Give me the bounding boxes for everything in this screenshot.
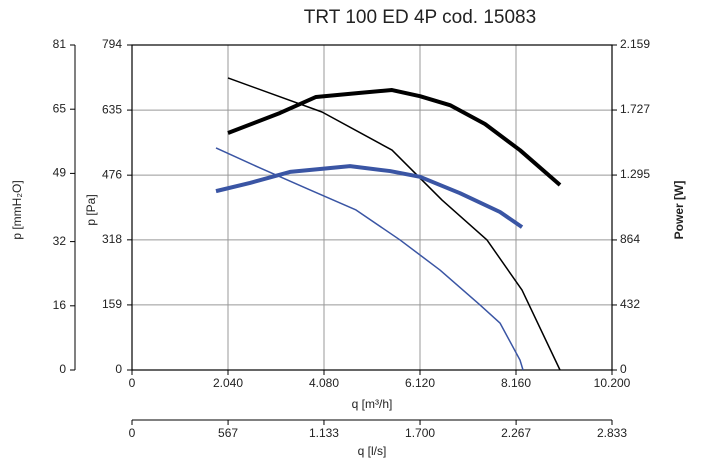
y-tick-label: 476 — [102, 167, 122, 181]
y3-tick-label: 65 — [53, 101, 67, 115]
x-tick-label: 8.160 — [501, 376, 531, 390]
y3-tick-label: 49 — [53, 166, 67, 180]
y2-tick-label: 2.159 — [620, 37, 650, 51]
y3-axis-label: p [mmH₂O] — [10, 180, 24, 239]
y3-tick-label: 0 — [59, 362, 66, 376]
y-tick-label: 635 — [102, 102, 122, 116]
x2-axis-label: q [l/s] — [358, 444, 387, 458]
x-tick-label: 6.120 — [405, 376, 435, 390]
y3-tick-label: 16 — [53, 298, 67, 312]
y3-tick-label: 32 — [53, 234, 67, 248]
curve — [215, 147, 524, 371]
x2-tick-label: 567 — [218, 426, 238, 440]
y2-axis-label: Power [W] — [672, 181, 686, 240]
y2-tick-label: 1.727 — [620, 102, 650, 116]
x-tick-label: 2.040 — [213, 376, 243, 390]
curve — [227, 88, 562, 187]
y-axis-label: p [Pa] — [84, 194, 98, 225]
y3-tick-label: 81 — [53, 37, 67, 51]
y-tick-label: 794 — [102, 37, 122, 51]
x-tick-label: 4.080 — [309, 376, 339, 390]
x2-tick-label: 2.833 — [597, 426, 627, 440]
x2-tick-label: 2.267 — [501, 426, 531, 440]
y2-tick-label: 432 — [620, 297, 640, 311]
x2-tick-label: 1.133 — [309, 426, 339, 440]
y-tick-label: 0 — [115, 362, 122, 376]
y2-tick-label: 864 — [620, 232, 640, 246]
y2-tick-label: 0 — [620, 362, 627, 376]
x2-tick-label: 1.700 — [405, 426, 435, 440]
y2-tick-label: 1.295 — [620, 167, 650, 181]
y-tick-label: 318 — [102, 232, 122, 246]
y-tick-label: 159 — [102, 297, 122, 311]
x-tick-label: 10.200 — [594, 376, 631, 390]
x2-tick-label: 0 — [129, 426, 136, 440]
x-axis-label: q [m³/h] — [352, 397, 393, 411]
curve — [227, 77, 561, 371]
plot-frame — [131, 44, 613, 371]
curve — [215, 164, 524, 229]
chart-title: TRT 100 ED 4P cod. 15083 — [304, 7, 536, 28]
x-tick-label: 0 — [129, 376, 136, 390]
